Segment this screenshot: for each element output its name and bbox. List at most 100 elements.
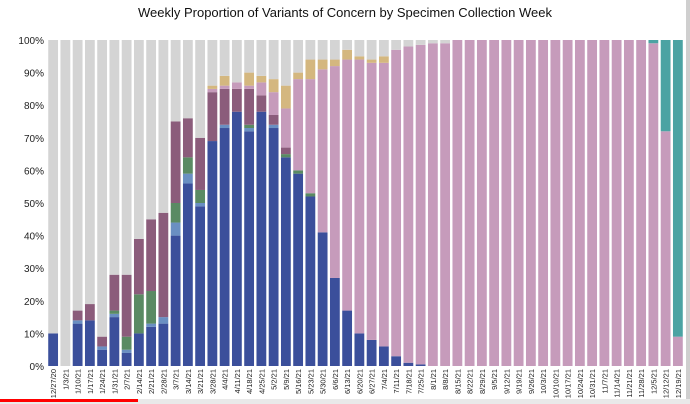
- bar-segment: [648, 43, 659, 366]
- bar-segment: [109, 317, 120, 366]
- bar-remainder: [231, 40, 242, 83]
- bar-segment: [354, 59, 365, 334]
- bar-segment: [268, 114, 279, 125]
- bar-segment: [244, 131, 255, 366]
- bar-remainder: [378, 40, 389, 57]
- bar-segment: [207, 141, 218, 366]
- bar-remainder: [109, 40, 120, 275]
- bar-segment: [182, 157, 193, 174]
- x-tick-label: 6/13/21: [343, 369, 352, 394]
- bar-segment: [513, 40, 524, 366]
- bar-segment: [366, 59, 377, 63]
- bar-segment: [354, 56, 365, 60]
- x-tick-label: 4/4/21: [221, 369, 230, 390]
- bar-remainder: [403, 40, 414, 47]
- bar-remainder: [195, 40, 206, 138]
- x-tick-label: 3/7/21: [172, 369, 181, 390]
- bar-segment: [146, 219, 157, 292]
- bar-segment: [660, 131, 671, 366]
- bar-segment: [623, 40, 634, 366]
- x-tick-label: 5/2/21: [270, 369, 279, 390]
- bar-segment: [121, 349, 132, 353]
- bar-segment: [525, 40, 536, 366]
- bar-segment: [170, 121, 181, 203]
- bar-segment: [440, 43, 451, 366]
- video-progress-track[interactable]: [0, 399, 690, 404]
- bar-segment: [280, 147, 291, 155]
- bar-remainder: [72, 40, 83, 311]
- bar-remainder: [207, 40, 218, 86]
- bar-segment: [329, 59, 340, 67]
- y-tick-label: 50%: [24, 199, 44, 210]
- bar-remainder: [427, 40, 438, 44]
- bar-segment: [195, 137, 206, 190]
- x-tick-label: 2/7/21: [123, 369, 132, 390]
- bar-segment: [354, 333, 365, 366]
- x-tick-label: 8/1/21: [429, 369, 438, 390]
- bar-segment: [244, 128, 255, 132]
- bar-segment: [280, 108, 291, 148]
- x-tick-label: 4/25/21: [257, 369, 266, 394]
- bar-remainder: [280, 40, 291, 86]
- bar-segment: [366, 339, 377, 366]
- x-tick-label: 2/14/21: [135, 369, 144, 394]
- x-tick-label: 12/27/20: [49, 369, 58, 398]
- video-progress-fill: [0, 399, 138, 402]
- x-tick-label: 6/6/21: [331, 369, 340, 390]
- bar-segment: [574, 40, 585, 366]
- y-tick-label: 90%: [24, 69, 44, 80]
- bar-segment: [219, 75, 230, 86]
- x-tick-label: 10/31/21: [588, 369, 597, 398]
- bar-segment: [305, 196, 316, 366]
- bar-remainder: [440, 40, 451, 44]
- bar-segment: [489, 40, 500, 366]
- x-tick-label: 2/21/21: [147, 369, 156, 394]
- bar-segment: [158, 212, 169, 318]
- bar-segment: [317, 232, 328, 366]
- bar-segment: [415, 44, 426, 365]
- x-tick-label: 5/16/21: [294, 369, 303, 394]
- bar-segment: [97, 336, 108, 347]
- bar-segment: [256, 111, 267, 366]
- bar-segment: [72, 310, 83, 321]
- x-tick-label: 1/31/21: [110, 369, 119, 394]
- y-tick-label: 100%: [18, 36, 44, 47]
- bar-segment: [280, 154, 291, 158]
- bar-segment: [231, 82, 242, 89]
- bar-segment: [391, 356, 402, 366]
- bar-segment: [170, 235, 181, 366]
- bar-segment: [133, 294, 144, 334]
- x-tick-label: 11/28/21: [637, 369, 646, 398]
- bar-remainder: [133, 40, 144, 239]
- bar-segment: [672, 40, 683, 337]
- y-tick-label: 70%: [24, 134, 44, 145]
- bar-segment: [48, 333, 59, 366]
- bar-segment: [170, 222, 181, 236]
- bar-segment: [342, 59, 353, 311]
- bar-segment: [403, 362, 414, 366]
- bar-segment: [342, 49, 353, 60]
- bar-remainder: [182, 40, 193, 119]
- bar-segment: [280, 157, 291, 366]
- bar-segment: [452, 40, 463, 366]
- bar-remainder: [219, 40, 230, 76]
- x-tick-label: 6/27/21: [368, 369, 377, 394]
- bar-segment: [158, 323, 169, 366]
- bar-segment: [72, 323, 83, 366]
- bar-segment: [538, 40, 549, 366]
- x-tick-label: 8/22/21: [466, 369, 475, 394]
- bar-segment: [121, 352, 132, 366]
- bar-remainder: [317, 40, 328, 60]
- bar-segment: [244, 88, 255, 125]
- bar-segment: [415, 364, 426, 366]
- bar-segment: [207, 88, 218, 93]
- bar-remainder: [244, 40, 255, 73]
- x-tick-label: 7/11/21: [392, 369, 401, 393]
- x-tick-label: 9/12/21: [502, 369, 511, 394]
- bar-segment: [366, 62, 377, 340]
- bar-segment: [476, 40, 487, 366]
- x-tick-label: 10/17/21: [564, 369, 573, 398]
- bar-remainder: [97, 40, 108, 337]
- bar-segment: [599, 40, 610, 366]
- bar-remainder: [256, 40, 267, 76]
